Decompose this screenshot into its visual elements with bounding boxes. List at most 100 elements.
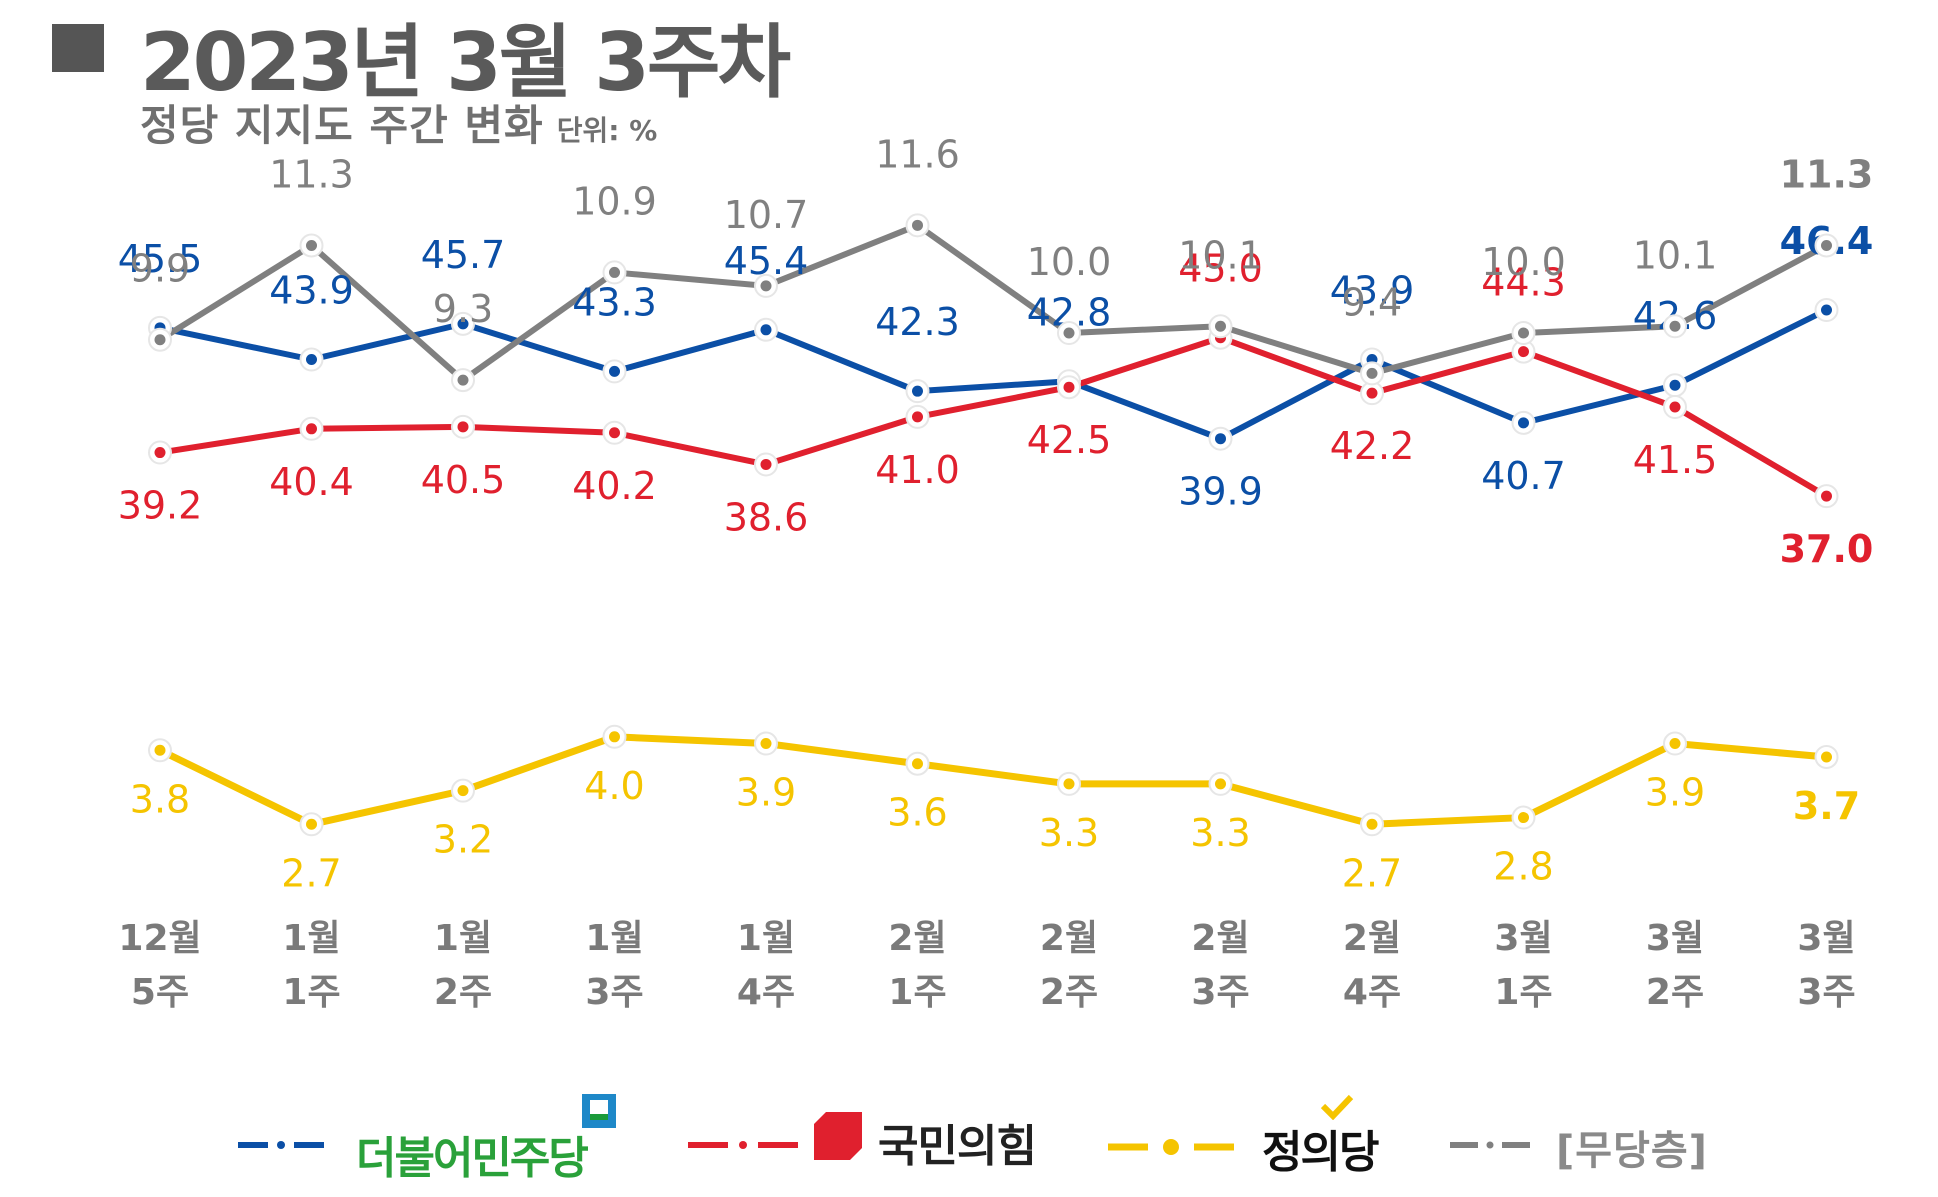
data-point-ppp	[1669, 401, 1681, 413]
data-label-ppp: 41.0	[875, 448, 960, 492]
data-label-justice: 3.2	[433, 818, 493, 862]
data-point-ppp	[609, 427, 620, 439]
data-label-ppp: 40.4	[269, 460, 354, 504]
data-point-minju	[1821, 304, 1832, 316]
data-point-minju	[457, 318, 469, 330]
data-label-ppp: 42.2	[1330, 424, 1415, 468]
x-tick-label: 3주	[585, 972, 643, 1013]
legend-label-none: [무당층]	[1556, 1128, 1708, 1174]
x-tick-label: 12월	[118, 918, 201, 959]
data-point-justice	[1821, 751, 1832, 763]
x-tick-label: 1월	[585, 918, 643, 959]
ppp-logo-icon	[814, 1112, 862, 1160]
x-tick-label: 1월	[434, 918, 492, 959]
data-point-minju	[1669, 379, 1681, 391]
data-label-justice: 2.8	[1493, 845, 1553, 889]
data-label-ppp: 38.6	[724, 495, 809, 539]
data-label-justice: 3.3	[1190, 811, 1250, 855]
x-tick-label: 1주	[1494, 972, 1552, 1013]
data-label-none: 9.9	[130, 247, 190, 291]
data-label-minju: 45.5	[118, 237, 203, 281]
data-label-none: 11.3	[1780, 153, 1874, 197]
data-label-ppp: 37.0	[1780, 527, 1874, 571]
data-label-minju: 45.7	[421, 233, 506, 277]
data-point-none	[1821, 240, 1832, 252]
data-label-none: 10.1	[1178, 233, 1263, 277]
data-label-ppp: 40.2	[572, 464, 657, 508]
data-label-none: 10.0	[1027, 240, 1112, 284]
data-point-none	[306, 240, 317, 252]
data-label-justice: 3.9	[736, 771, 796, 815]
data-label-justice: 3.8	[130, 777, 190, 821]
chart-subtitle: 정당 지지도 주간 변화	[140, 101, 544, 150]
data-point-justice	[609, 731, 620, 743]
data-label-none: 9.4	[1342, 280, 1402, 324]
legend-line-none	[1450, 1141, 1530, 1149]
justice-check-icon	[1320, 1094, 1354, 1120]
x-tick-label: 4주	[1343, 972, 1401, 1013]
data-point-ppp	[154, 447, 166, 459]
x-tick-label: 3주	[1191, 972, 1249, 1013]
x-tick-label: 2월	[1040, 918, 1098, 959]
data-label-minju: 42.3	[875, 300, 960, 344]
data-point-minju	[609, 365, 620, 377]
data-point-none	[912, 219, 923, 231]
data-point-none	[1063, 327, 1075, 339]
data-point-ppp	[760, 458, 772, 470]
title-bullet-square	[52, 24, 104, 72]
data-point-none	[1366, 367, 1378, 379]
data-label-minju: 43.9	[1330, 269, 1415, 313]
data-label-minju: 43.9	[269, 269, 354, 313]
data-point-minju	[760, 324, 772, 336]
x-tick-label: 2월	[1191, 918, 1249, 959]
unit-label: 단위: %	[556, 114, 658, 147]
chart-subtitle-row: 정당 지지도 주간 변화 단위: %	[140, 92, 657, 153]
data-point-none	[609, 266, 620, 278]
x-tick-label: 1주	[888, 972, 946, 1013]
data-point-none	[1669, 320, 1681, 332]
series-line-justice	[158, 733, 1827, 828]
x-tick-label: 3월	[1646, 918, 1704, 959]
legend-label-ppp: 국민의힘	[878, 1121, 1037, 1172]
legend-line-minju	[238, 1141, 324, 1149]
data-point-justice	[154, 744, 166, 756]
data-label-ppp: 40.5	[421, 458, 506, 502]
data-point-none	[760, 280, 772, 292]
data-label-justice: 3.7	[1793, 784, 1860, 828]
x-tick-label: 3월	[1494, 918, 1552, 959]
data-point-ppp	[1366, 387, 1378, 399]
chart-title: 2023년 3월 3주차	[140, 16, 791, 109]
data-label-none: 10.0	[1481, 240, 1566, 284]
data-label-justice: 3.6	[887, 791, 947, 835]
data-point-justice	[1063, 778, 1075, 790]
data-point-none	[1518, 327, 1529, 339]
data-label-none: 10.1	[1633, 233, 1718, 277]
data-point-justice	[457, 785, 469, 797]
data-point-minju	[306, 354, 317, 365]
data-label-none: 11.3	[269, 153, 354, 197]
data-label-minju: 39.9	[1178, 470, 1263, 514]
chart-legend: 더불어민주당 국민의힘 정의당	[0, 1080, 1938, 1190]
data-point-none	[154, 334, 166, 346]
x-tick-label: 2주	[434, 972, 492, 1013]
legend-label-minju: 더불어민주당	[356, 1133, 589, 1184]
x-tick-label: 3월	[1797, 918, 1855, 959]
data-point-none	[457, 374, 469, 386]
data-label-ppp: 42.5	[1027, 418, 1112, 462]
data-label-none: 10.7	[724, 193, 809, 237]
data-point-none	[1215, 320, 1226, 332]
data-point-minju	[912, 385, 923, 397]
x-tick-label: 2월	[888, 918, 946, 959]
data-point-ppp	[457, 421, 469, 433]
legend-label-justice: 정의당	[1262, 1127, 1379, 1178]
data-label-none: 11.6	[875, 132, 960, 176]
data-point-justice	[1518, 812, 1529, 824]
minju-logo-icon	[582, 1094, 616, 1128]
data-label-minju: 40.7	[1481, 454, 1566, 498]
x-tick-label: 1월	[282, 918, 340, 959]
series-line-minju	[159, 307, 1828, 442]
data-label-ppp: 44.3	[1481, 261, 1566, 305]
series-line-none	[158, 222, 1828, 384]
x-tick-label: 1월	[737, 918, 795, 959]
